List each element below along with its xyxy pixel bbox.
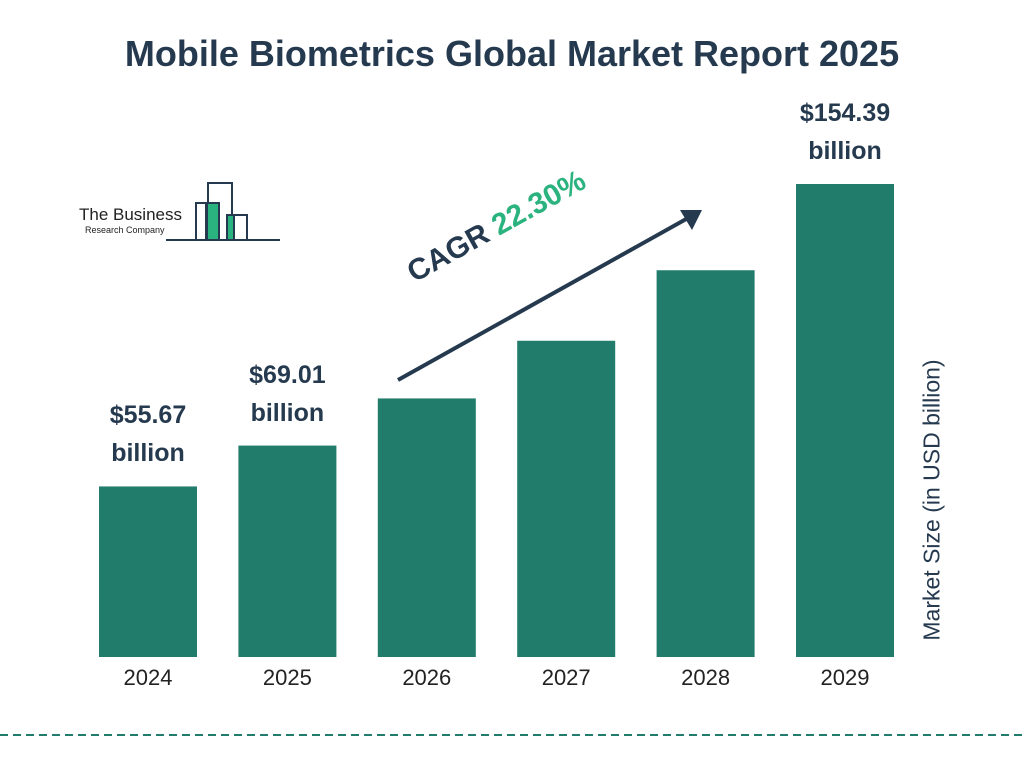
value-label: $154.39 billion <box>799 99 891 165</box>
y-axis-label: Market Size (in USD billion) <box>918 359 945 641</box>
bar <box>656 270 755 657</box>
logo-subname: Research Company <box>85 225 165 235</box>
value-label: $55.67 billion <box>109 401 187 468</box>
bar <box>517 340 616 657</box>
cagr-arrow <box>397 210 702 382</box>
bar <box>796 184 894 657</box>
value-label: $69.01 billion <box>249 360 326 427</box>
x-tick-label: 2025 <box>262 665 312 690</box>
x-tick-label: 2027 <box>541 665 591 690</box>
bar <box>377 398 476 657</box>
x-tick-label: 2029 <box>820 665 870 690</box>
x-tick-label: 2028 <box>681 665 731 690</box>
bar <box>99 486 197 657</box>
x-tick-label: 2026 <box>402 665 452 690</box>
chart-title: Mobile Biometrics Global Market Report 2… <box>124 33 900 74</box>
logo-icon <box>166 182 280 241</box>
x-tick-label: 2024 <box>123 665 173 690</box>
bar <box>238 445 337 657</box>
logo-name: The Business <box>79 205 182 224</box>
